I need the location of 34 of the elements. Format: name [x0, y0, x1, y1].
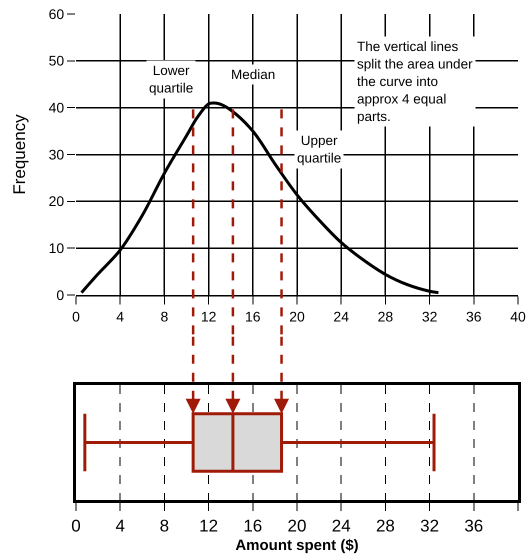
x-tick-label: 12	[199, 516, 218, 536]
x-tick-label: 40	[510, 308, 526, 324]
y-tick-label: 60	[48, 6, 64, 22]
y-tick-label: 50	[48, 52, 64, 69]
x-tick-label: 0	[71, 516, 81, 536]
x-tick-label: 20	[288, 516, 306, 536]
y-tick-label: 10	[48, 240, 64, 256]
x-tick-label: 28	[378, 308, 394, 324]
x-tick-label: 32	[420, 516, 440, 536]
x-tick-label: 24	[332, 516, 351, 536]
y-tick-label: 20	[48, 193, 64, 210]
annotation: Lower quartile	[149, 63, 194, 96]
x-tick-label: 16	[245, 308, 261, 324]
x-tick-label: 24	[333, 308, 350, 324]
x-tick-label: 16	[243, 516, 262, 536]
x-tick-label: 8	[160, 516, 170, 536]
x-tick-label: 0	[72, 308, 80, 324]
x-tick-label: 28	[376, 516, 395, 536]
x-tick-label: 12	[200, 308, 217, 324]
y-tick-label: 40	[48, 100, 64, 116]
annotation: The vertical lines split the area under the curve into approx 4 equal parts.	[357, 39, 474, 124]
y-axis-title: Frequency	[10, 114, 30, 195]
y-tick-label: 0	[56, 286, 64, 303]
annotation: Median	[231, 67, 276, 82]
x-axis-title: Amount spent ($)	[235, 537, 359, 554]
x-tick-label: 32	[422, 308, 438, 324]
y-tick-label: 30	[48, 146, 64, 162]
x-tick-label: 36	[464, 516, 484, 536]
x-tick-label: 8	[160, 308, 168, 324]
x-tick-label: 4	[115, 516, 125, 536]
x-tick-label: 4	[116, 308, 124, 324]
x-tick-label: 20	[289, 308, 305, 324]
annotation: Upper quartile	[297, 133, 342, 166]
x-tick-label: 36	[466, 308, 482, 324]
